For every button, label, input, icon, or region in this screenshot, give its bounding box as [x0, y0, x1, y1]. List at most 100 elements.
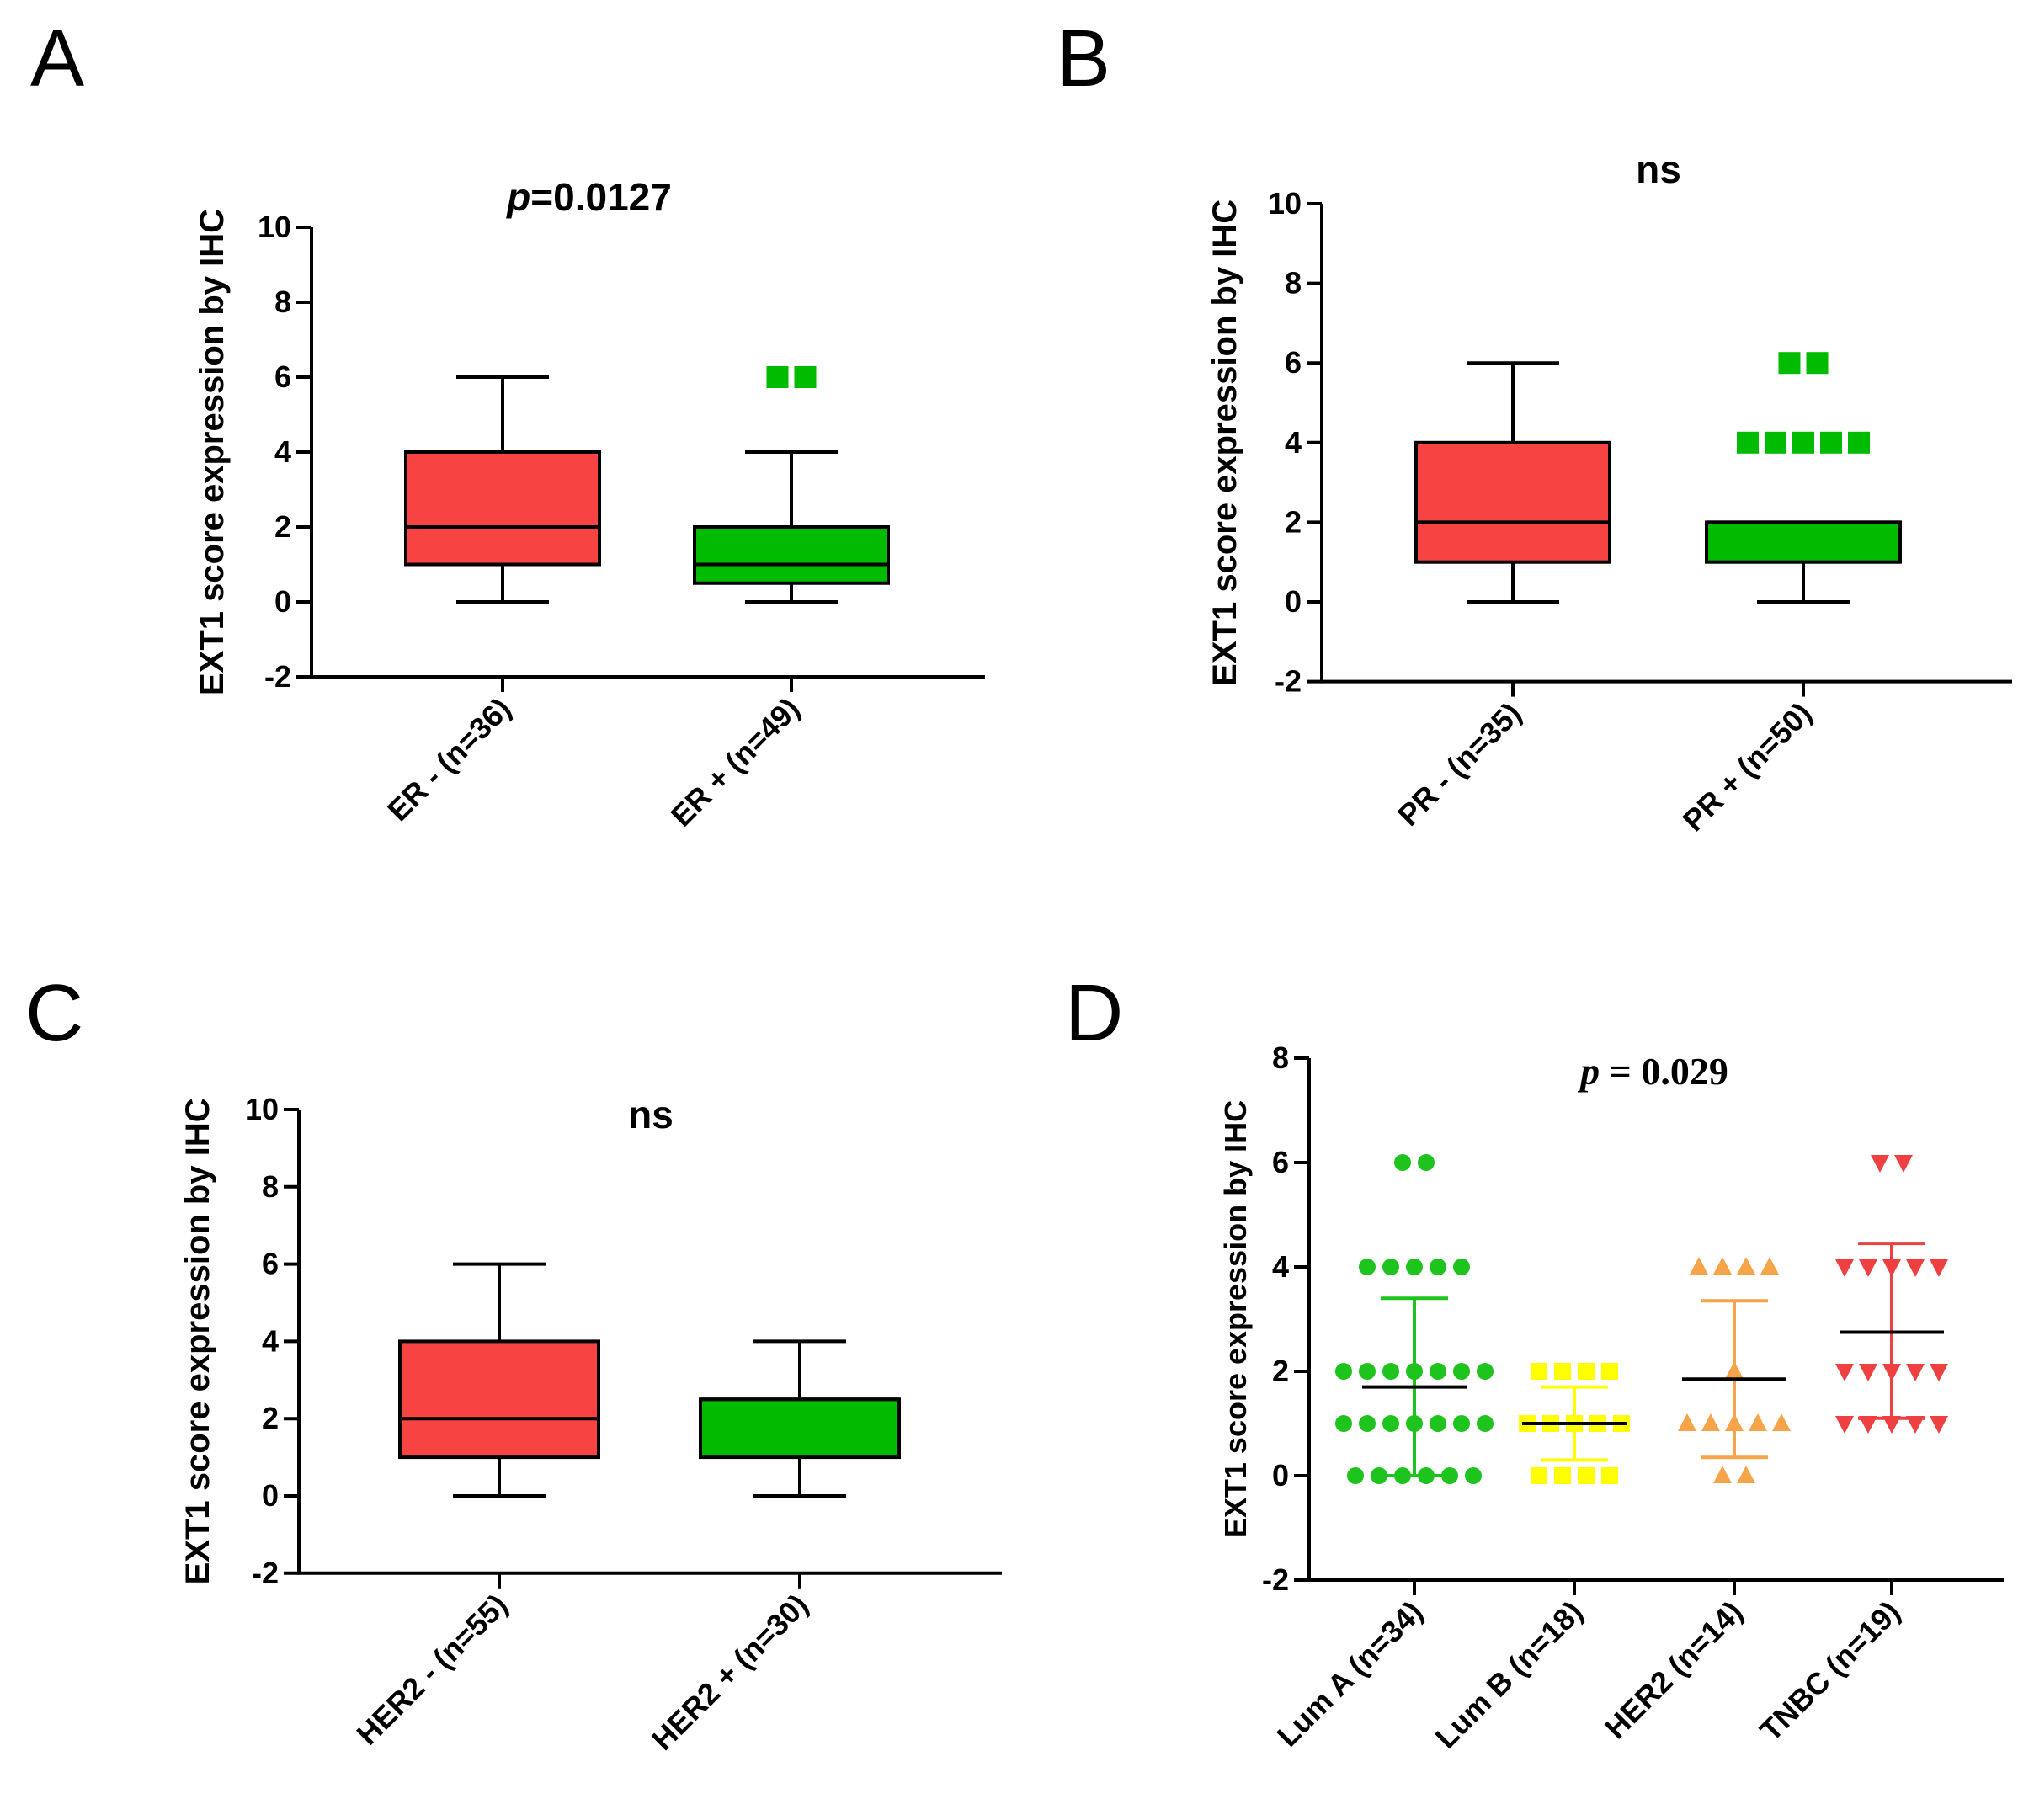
y-tick-label: 6: [274, 359, 291, 394]
y-axis-label: EXT1 score expression by IHC: [1218, 1100, 1253, 1538]
data-point: [1453, 1259, 1470, 1275]
outlier-point: [1778, 352, 1801, 375]
data-point: [1713, 1257, 1732, 1275]
y-tick-label: -2: [1262, 1562, 1289, 1597]
outlier-point: [794, 366, 817, 388]
x-tick-label: PR - (n=35): [1391, 695, 1528, 833]
outlier-point: [766, 366, 789, 388]
x-tick-label: ER + (n=49): [664, 691, 807, 833]
outlier-point: [1737, 431, 1759, 454]
box-iqr: [398, 1339, 600, 1460]
box-iqr: [404, 450, 601, 567]
y-tick-label: 4: [1285, 425, 1302, 460]
data-point: [1690, 1257, 1708, 1275]
plot-title: p = 0.029: [1577, 1050, 1728, 1093]
panel-letter-d: D: [1065, 968, 1123, 1058]
box-series-1: [404, 375, 601, 604]
panel-a-boxplot: -2 0 2 4 6 8 10 EXT1 score expression by IHC p=0…: [194, 175, 985, 833]
data-point: [1335, 1415, 1352, 1432]
y-axis-label: EXT1 score expression by IHC: [179, 1098, 216, 1584]
data-point: [1678, 1413, 1696, 1431]
plot-title: p=0.0127: [505, 175, 672, 219]
data-point: [1418, 1154, 1435, 1171]
box-iqr: [693, 525, 890, 585]
y-tick-label: 6: [1272, 1145, 1289, 1179]
panel-b-boxplot: -2 0 2 4 6 8 10 EXT1 score expression by IHC ns P…: [1206, 147, 2012, 838]
data-point: [1477, 1363, 1494, 1380]
x-tick-label: PR + (n=50): [1676, 695, 1818, 838]
data-point: [1578, 1363, 1595, 1380]
data-point: [1859, 1416, 1877, 1434]
panel-d-scatter: -2 0 2 4 6 8 EXT1 score expression by IHC p = 0…: [1218, 1040, 2004, 1755]
plot-title: ns: [1636, 147, 1681, 191]
x-tick-label: TNBC (n=19): [1753, 1594, 1906, 1748]
data-point: [1882, 1416, 1901, 1434]
data-point: [1406, 1363, 1423, 1380]
data-point: [1406, 1259, 1423, 1275]
panel-letter-a: A: [30, 13, 84, 104]
data-point: [1725, 1413, 1744, 1431]
data-point: [1441, 1467, 1458, 1484]
data-point: [1601, 1363, 1618, 1380]
outlier-point: [1848, 431, 1870, 454]
data-point: [1772, 1413, 1791, 1431]
x-tick-label: Lum A (n=34): [1270, 1594, 1430, 1753]
data-point: [1713, 1466, 1732, 1483]
outlier-point: [1820, 431, 1842, 454]
box-series-2: [693, 366, 890, 604]
data-point: [1601, 1467, 1618, 1484]
y-tick-label: 6: [1285, 345, 1302, 380]
y-axis-label: EXT1 score expression by IHC: [1206, 200, 1243, 686]
plot-title-p: p: [505, 175, 530, 219]
data-point: [1725, 1361, 1744, 1379]
data-point: [1371, 1467, 1387, 1484]
y-tick-label: 10: [245, 1092, 279, 1126]
y-tick-label: -2: [1275, 664, 1302, 699]
box-series-1: [1414, 361, 1611, 604]
y-tick-label: 0: [1285, 584, 1302, 619]
y-tick-label: 10: [1268, 186, 1302, 221]
outlier-point: [1765, 431, 1786, 454]
data-point: [1430, 1363, 1446, 1380]
scatter-series-4: [1835, 1155, 1948, 1434]
plot-title-value: =0.0127: [530, 175, 672, 219]
data-point: [1335, 1363, 1352, 1380]
data-point: [1835, 1259, 1854, 1277]
data-point: [1406, 1415, 1423, 1432]
y-tick-label: 0: [1272, 1458, 1289, 1493]
panel-c-boxplot: -2 0 2 4 6 8 10 EXT1 score expression by IHC ns H…: [179, 1092, 1002, 1757]
y-tick-label: 8: [262, 1169, 279, 1204]
y-tick-label: 4: [274, 434, 291, 469]
data-point: [1394, 1467, 1411, 1484]
y-tick-label: 0: [274, 584, 291, 619]
x-tick-label: HER2 (n=14): [1598, 1594, 1749, 1746]
data-point: [1430, 1259, 1446, 1275]
scatter-series-3: [1678, 1257, 1791, 1483]
y-tick-label: 0: [262, 1478, 279, 1513]
y-tick-label: -2: [264, 659, 291, 694]
y-tick-label: 4: [262, 1323, 279, 1358]
y-tick-label: 2: [1272, 1354, 1289, 1388]
data-point: [1430, 1415, 1446, 1432]
data-point: [1701, 1413, 1720, 1431]
data-point: [1554, 1363, 1571, 1380]
x-tick-label: ER - (n=36): [381, 691, 518, 828]
data-point: [1906, 1416, 1925, 1434]
box-iqr: [1705, 520, 1902, 564]
data-point: [1394, 1154, 1411, 1171]
outlier-point: [1792, 431, 1814, 454]
data-point: [1465, 1467, 1482, 1484]
data-point: [1382, 1415, 1399, 1432]
box-series-2: [699, 1339, 901, 1498]
y-tick-label: 4: [1272, 1249, 1289, 1284]
data-point: [1347, 1467, 1364, 1484]
data-point: [1930, 1364, 1948, 1381]
data-point: [1737, 1257, 1755, 1275]
data-point: [1749, 1413, 1767, 1431]
data-point: [1894, 1155, 1913, 1173]
data-point: [1359, 1415, 1376, 1432]
data-point: [1578, 1467, 1595, 1484]
data-point: [1531, 1467, 1547, 1484]
data-point: [1871, 1155, 1889, 1173]
